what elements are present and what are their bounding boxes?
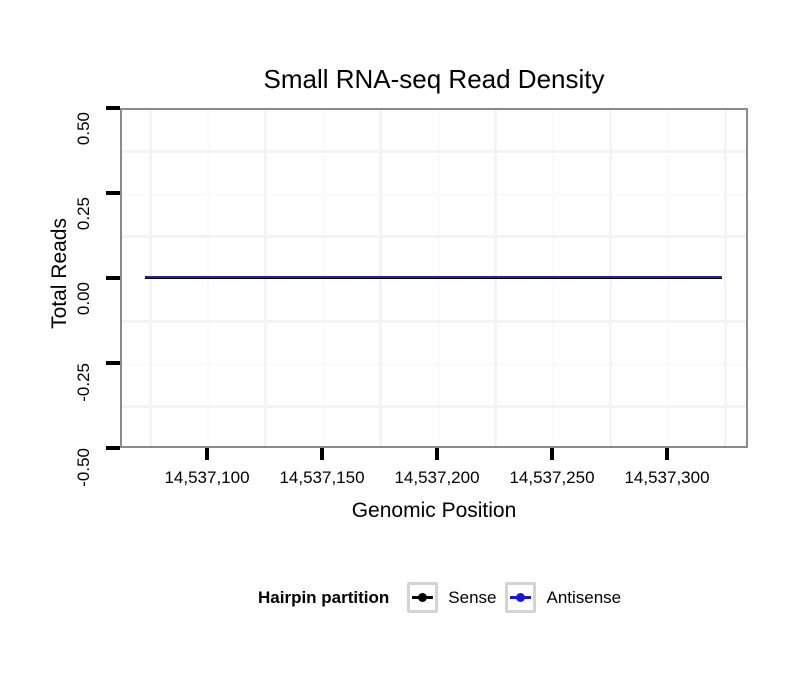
chart-title: Small RNA-seq Read Density (263, 64, 605, 94)
sense-point-icon (418, 593, 428, 602)
gridline-minor-horizontal (122, 150, 746, 153)
x-axis-title: Genomic Position (351, 499, 517, 522)
y-tick-mark (106, 106, 120, 110)
legend-label-sense: Sense (448, 587, 497, 607)
x-tick-label: 14,537,250 (509, 468, 595, 487)
y-tick-mark (106, 361, 120, 365)
x-tick-label: 14,537,200 (394, 468, 480, 487)
plot-panel (120, 108, 748, 448)
x-tick-label: 14,537,300 (624, 468, 710, 487)
y-tick-mark (106, 276, 120, 280)
legend-title: Hairpin partition (258, 587, 390, 607)
gridline-minor-horizontal (122, 320, 746, 323)
y-tick-mark (106, 446, 120, 450)
legend-label-antisense: Antisense (546, 587, 622, 607)
x-tick-mark (550, 448, 554, 460)
legend-key-sense (407, 582, 439, 613)
gridline-minor-horizontal (122, 405, 746, 408)
antisense-point-icon (516, 593, 526, 602)
gridline-minor-vertical (724, 110, 727, 446)
gridline-major-horizontal (122, 363, 746, 366)
x-tick-mark (435, 448, 439, 460)
x-tick-label: 14,537,150 (279, 468, 365, 487)
gridline-minor-horizontal (122, 235, 746, 238)
x-tick-mark (205, 448, 209, 460)
gridline-major-horizontal (122, 193, 746, 196)
x-tick-mark (665, 448, 669, 460)
legend-key-antisense (505, 582, 537, 613)
antisense-series-line (145, 276, 722, 278)
y-tick-mark (106, 191, 120, 195)
x-tick-mark (320, 448, 324, 460)
x-tick-label: 14,537,100 (164, 468, 250, 487)
legend: Hairpin partition Sense Antisense (258, 582, 630, 613)
